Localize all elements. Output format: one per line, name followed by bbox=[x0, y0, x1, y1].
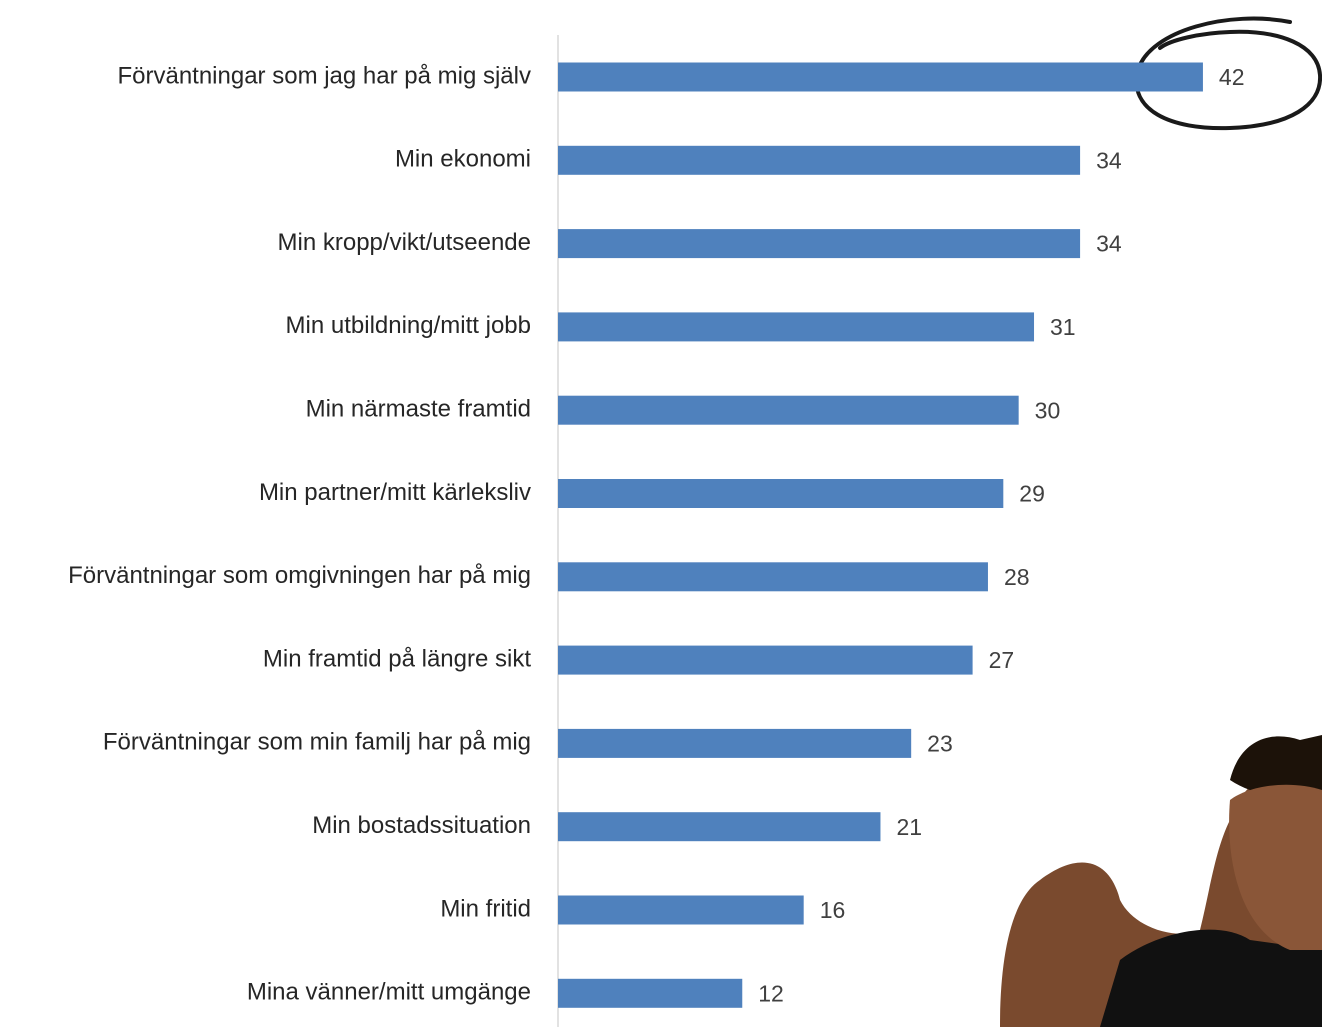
value-label: 27 bbox=[989, 647, 1015, 673]
value-label: 12 bbox=[758, 980, 784, 1006]
value-label: 34 bbox=[1096, 231, 1122, 257]
value-label: 31 bbox=[1050, 314, 1076, 340]
photo bbox=[1000, 735, 1322, 1027]
category-label: Min partner/mitt kärleksliv bbox=[259, 479, 531, 506]
bar bbox=[558, 895, 804, 925]
bar bbox=[558, 562, 988, 592]
bar bbox=[558, 395, 1019, 425]
bar bbox=[558, 145, 1081, 175]
category-label: Min ekonomi bbox=[395, 146, 531, 173]
value-label: 16 bbox=[820, 897, 846, 923]
bar bbox=[558, 62, 1203, 92]
category-label: Min bostadssituation bbox=[312, 812, 531, 839]
category-label: Min framtid på längre sikt bbox=[263, 645, 531, 672]
category-label: Min kropp/vikt/utseende bbox=[278, 229, 531, 256]
bar bbox=[558, 312, 1035, 342]
value-label: 30 bbox=[1035, 397, 1061, 423]
value-label: 28 bbox=[1004, 564, 1030, 590]
bar bbox=[558, 229, 1081, 259]
value-label: 29 bbox=[1019, 481, 1045, 507]
value-label: 34 bbox=[1096, 147, 1122, 173]
bar bbox=[558, 645, 973, 675]
highlight-circle bbox=[1134, 16, 1322, 131]
bar bbox=[558, 978, 743, 1008]
bar bbox=[558, 812, 881, 842]
category-label: Förväntningar som min familj har på mig bbox=[103, 729, 531, 756]
bar bbox=[558, 479, 1004, 508]
category-label: Förväntningar som jag har på mig själv bbox=[117, 62, 531, 89]
category-label: Förväntningar som omgivningen har på mig bbox=[68, 562, 531, 589]
value-label: 42 bbox=[1219, 64, 1245, 90]
value-label: 21 bbox=[896, 814, 922, 840]
bar bbox=[558, 728, 912, 758]
category-label: Min närmaste framtid bbox=[306, 396, 531, 423]
value-label: 23 bbox=[927, 730, 953, 756]
category-label: Min utbildning/mitt jobb bbox=[286, 312, 531, 339]
category-label: Mina vänner/mitt umgänge bbox=[247, 979, 531, 1006]
category-label: Min fritid bbox=[440, 895, 531, 922]
